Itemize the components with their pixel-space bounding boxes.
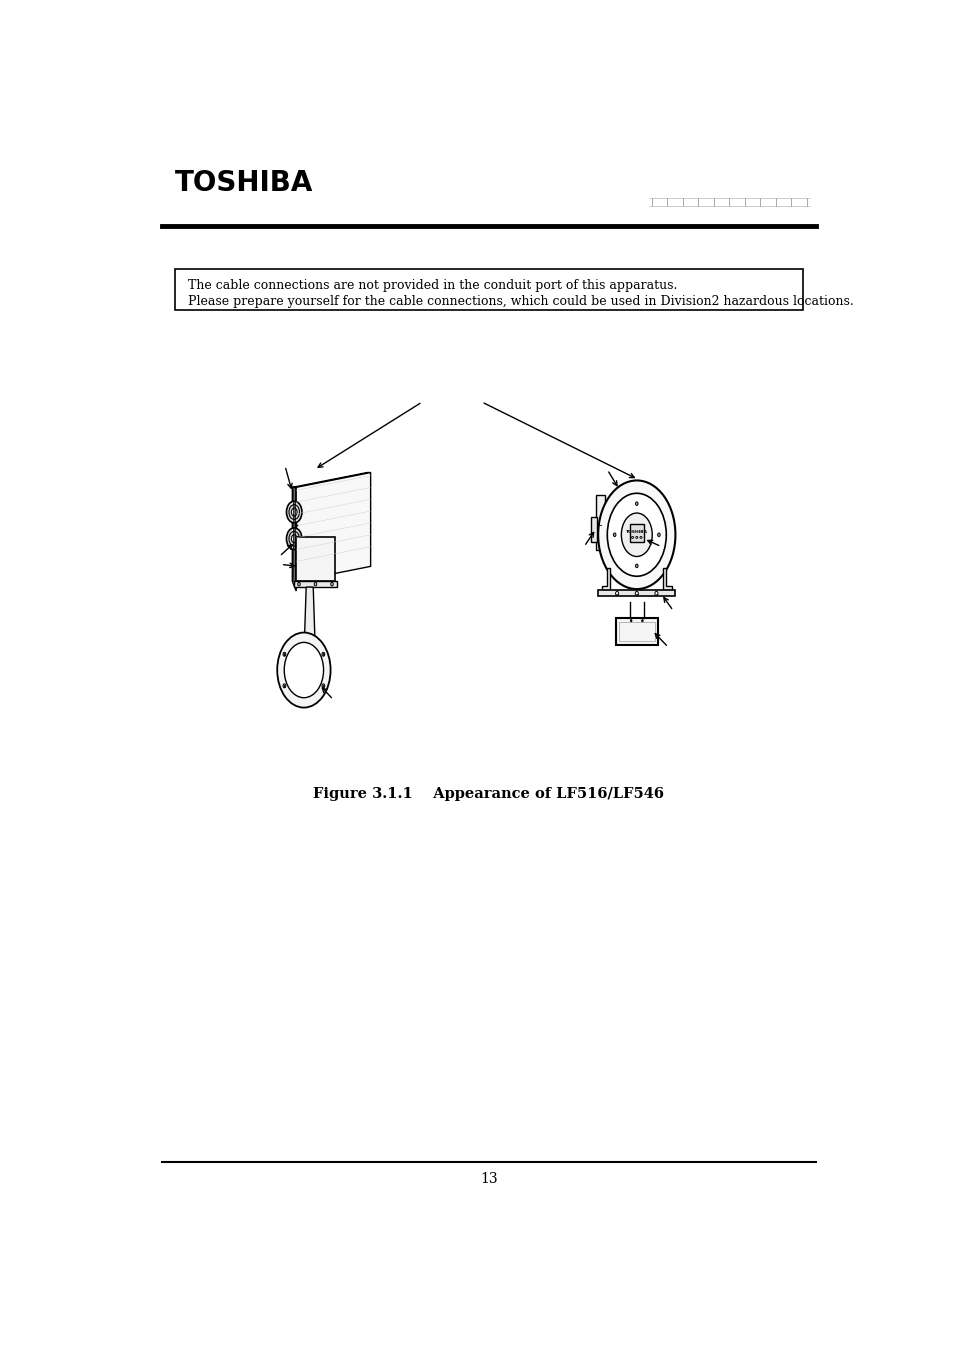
Circle shape <box>630 620 631 622</box>
Circle shape <box>598 522 601 526</box>
Circle shape <box>291 508 296 516</box>
Circle shape <box>657 533 659 536</box>
Circle shape <box>277 633 331 707</box>
Polygon shape <box>295 472 370 582</box>
Text: TOSHIBA: TOSHIBA <box>174 169 313 197</box>
Circle shape <box>635 564 638 567</box>
Circle shape <box>314 582 316 586</box>
Circle shape <box>286 501 301 522</box>
Bar <box>615 618 658 645</box>
Bar <box>618 621 655 641</box>
Ellipse shape <box>631 536 633 539</box>
Circle shape <box>291 535 296 543</box>
Circle shape <box>321 684 324 688</box>
Circle shape <box>613 533 616 536</box>
Polygon shape <box>304 587 315 651</box>
Circle shape <box>284 643 323 698</box>
Text: 13: 13 <box>479 1172 497 1187</box>
Text: Figure 3.1.1    Appearance of LF516/LF546: Figure 3.1.1 Appearance of LF516/LF546 <box>314 787 663 801</box>
Text: The cable connections are not provided in the conduit port of this apparatus.: The cable connections are not provided i… <box>188 279 677 293</box>
Circle shape <box>297 582 300 586</box>
Bar <box>591 517 597 541</box>
Text: TOSHIBA: TOSHIBA <box>625 529 647 533</box>
Bar <box>629 524 643 541</box>
Polygon shape <box>601 568 610 590</box>
Circle shape <box>607 493 665 576</box>
Circle shape <box>283 652 286 656</box>
Circle shape <box>286 528 301 549</box>
Circle shape <box>635 502 638 505</box>
Circle shape <box>654 591 658 595</box>
Circle shape <box>641 620 642 622</box>
Polygon shape <box>292 472 370 487</box>
Circle shape <box>321 652 324 656</box>
Bar <box>598 590 675 595</box>
Bar <box>295 537 335 582</box>
Polygon shape <box>662 568 671 590</box>
Circle shape <box>635 591 638 595</box>
Text: Please prepare yourself for the cable connections, which could be used in Divisi: Please prepare yourself for the cable co… <box>188 296 853 308</box>
Circle shape <box>289 505 299 520</box>
Circle shape <box>331 582 333 586</box>
Ellipse shape <box>635 536 638 539</box>
Circle shape <box>620 513 652 556</box>
Ellipse shape <box>639 536 641 539</box>
Circle shape <box>615 591 618 595</box>
Bar <box>174 269 802 309</box>
Bar <box>294 582 336 587</box>
Bar <box>596 495 604 549</box>
Circle shape <box>283 684 286 688</box>
Circle shape <box>289 532 299 547</box>
Polygon shape <box>292 487 295 591</box>
Circle shape <box>598 481 675 589</box>
